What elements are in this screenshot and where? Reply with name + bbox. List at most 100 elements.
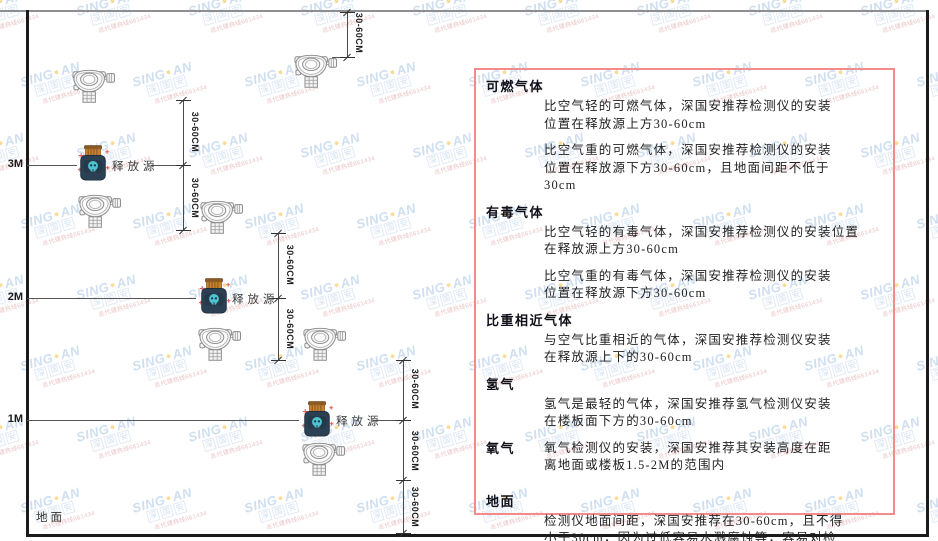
section-heading: 可燃气体 [486,79,545,94]
gas-detector-icon [294,54,337,88]
level-line [373,420,403,421]
watermark-seal-text: 深国安 [369,353,429,382]
dimension-value-label: 30-60CM [285,308,295,350]
dimension-value-label: 30-60CM [410,368,420,410]
watermark-brand-text: SING●AN [410,129,474,161]
section-heading: 地面 [486,493,516,509]
watermark-seal-text: 深国安 [145,495,205,524]
section-body: 比空气轻的有毒气体，深国安推荐检测仪的安装位置 在释放源上方30-60cm 比空气重… [544,224,883,303]
gas-detector [300,439,346,486]
panel-section: 有毒气体 比空气轻的有毒气体，深国安推荐检测仪的安装位置 在释放源上方30-60cm… [486,204,883,303]
watermark-brand-text: SING●AN [0,127,34,161]
watermark-subtext: 总代理热线661434 [658,13,713,35]
watermark-dot-icon: ● [332,0,341,7]
watermark-seal-text: 深国安 [369,69,429,98]
watermark-brand-text: SING●AN [74,413,138,445]
release-source [76,144,110,189]
section-paragraph: 比空气轻的有毒气体，深国安推荐检测仪的安装位置 在释放源上方30-60cm [544,224,860,257]
watermark-dot-icon: ● [52,492,61,504]
gas-detector-icon [200,200,243,234]
section-paragraph: 比空气重的有毒气体，深国安推荐检测仪的安装 位置在释放源下方30-60cm [544,268,832,301]
watermark-dot-icon: ● [444,279,453,291]
release-source [197,277,231,322]
section-body: 氧气检测仪的安装，深国安推荐其安装高度在距 离地面或楼板1.5-2M的范围内 [544,440,832,484]
watermark-brand-text: SING●AN [410,271,474,303]
watermark-dot-icon: ● [388,66,397,78]
dimension-line [403,360,404,533]
watermark-subtext: 总代理热线661434 [378,368,433,390]
watermark-seal-text: 深国安 [0,0,37,26]
dimension-value-label: 30-60CM [410,430,420,472]
watermark-dot-icon: ● [444,137,453,149]
dimension-value-label: 30-60CM [190,177,200,219]
watermark-brand-text: SING●AN [186,413,250,445]
watermark-brand-text: SING●AN [18,342,82,374]
gas-detector [301,324,347,371]
level-line [151,165,183,166]
watermark-dot-icon: ● [276,492,285,504]
watermark-dot-icon: ● [220,137,229,149]
watermark-subtext: 总代理热线661434 [154,510,209,532]
panel-section: 比重相近气体 与空气比重相近的气体，深国安推荐检测仪安装 在释放源上下的30-60c… [486,312,883,367]
watermark-dot-icon: ● [332,279,341,291]
watermark-seal-text: 深国安 [201,140,261,169]
watermark-dot-icon: ● [556,0,565,7]
release-source-label: 释放源 [112,161,159,173]
axis-height-label: 1M [7,413,23,425]
release-source-label: 释放源 [232,294,279,306]
panel-section: 氧气 氧气检测仪的安装，深国安推荐其安装高度在距 离地面或楼板1.5-2M的范围内 [486,440,883,484]
watermark-dot-icon: ● [332,137,341,149]
watermark-seal-text: 深国安 [929,69,938,98]
watermark-dot-icon: ● [108,421,117,433]
watermark-seal-text: 深国安 [313,282,373,311]
watermark-brand-text: SING●AN [242,484,306,516]
dimension-value-label: 30-60CM [410,486,420,528]
section-paragraph: 氧气检测仪的安装，深国安推荐其安装高度在距 离地面或楼板1.5-2M的范围内 [544,440,832,473]
watermark-dot-icon: ● [220,421,229,433]
dimension-value-label: 30-60CM [285,244,295,286]
watermark-subtext: 总代理热线661434 [210,439,265,461]
watermark-subtext: 总代理热线661434 [98,439,153,461]
panel-section: 可燃气体比空气轻的可燃气体，深国安推荐检测仪的安装 位置在释放源上方30-60cm… [486,78,883,195]
watermark-seal-text: 深国安 [201,424,261,453]
watermark-seal-text: 深国安 [0,424,37,452]
section-paragraph: 比空气重的可燃气体，深国安推荐检测仪的安装 位置在释放源下方30-60cm，且地面… [544,143,832,192]
release-source-icon [301,401,334,437]
section-heading: 氧气 [486,440,516,456]
section-body: 比空气轻的可燃气体，深国安推荐检测仪的安装 位置在释放源上方30-60cm 比空气重… [544,98,883,195]
release-source [300,400,334,445]
watermark-dot-icon: ● [52,208,61,220]
watermark-dot-icon: ● [220,0,229,7]
ground-line [26,534,929,537]
watermark-dot-icon: ● [108,279,117,291]
panel-section: 氢气 氢气是最轻的气体，深国安推荐氢气检测仪安装 在楼板面下方的30-60cm [486,376,883,431]
watermark-dot-icon: ● [164,66,173,78]
watermark-seal-text: 深国安 [313,0,373,27]
ceiling-line [0,10,928,12]
watermark-subtext: 总代理热线661434 [378,84,433,106]
ground-label: 地面 [36,512,65,524]
watermark-dot-icon: ● [444,0,453,7]
watermark-seal-text: 深国安 [873,0,933,27]
watermark-dot-icon: ● [164,492,173,504]
section-paragraph: 氢气是最轻的气体，深国安推荐氢气检测仪安装 在楼板面下方的30-60cm [544,396,832,429]
watermark-subtext: 总代理热线661434 [210,13,265,35]
watermark-dot-icon: ● [108,0,117,7]
section-paragraph: 与空气比重相近的气体，深国安推荐检测仪安装 在释放源上下的30-60cm [544,332,832,365]
watermark-subtext: 总代理热线661434 [322,13,377,35]
level-line [27,165,77,166]
gas-detector-icon [198,327,241,361]
level-line [27,420,299,421]
watermark-brand-text: SING●AN [354,200,418,232]
